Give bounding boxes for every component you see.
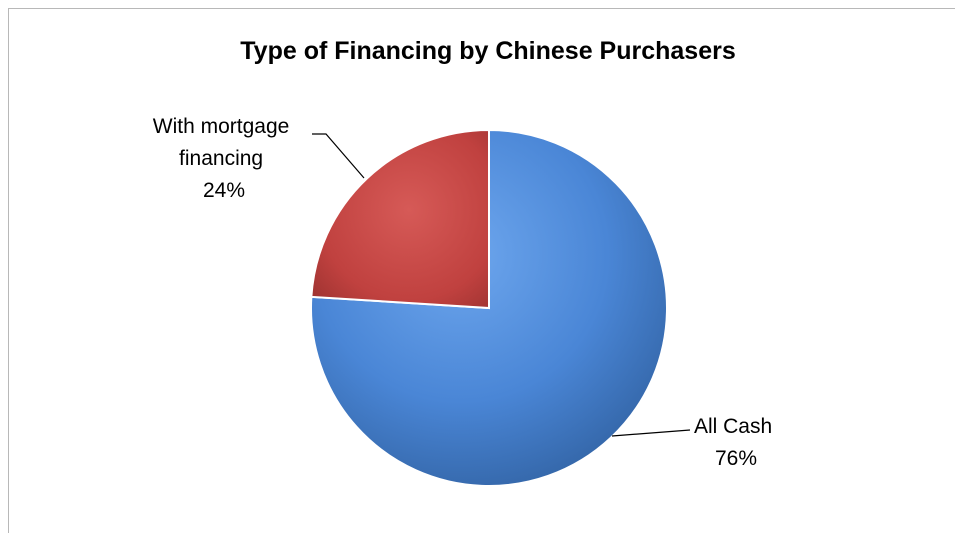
slice-label-mortgage-line-1: With mortgage xyxy=(153,115,290,138)
leader-line-all-cash xyxy=(611,429,691,437)
slice-label-mortgage: With mortgage financing 24% xyxy=(153,115,295,202)
chart-title: Type of Financing by Chinese Purchasers xyxy=(240,37,736,65)
pie-slice-all-cash xyxy=(310,128,668,487)
slice-label-all-cash-percent: 76% xyxy=(715,447,757,470)
slice-label-all-cash: All Cash 76% xyxy=(694,415,778,470)
pie-slice-mortgage xyxy=(310,128,490,310)
slice-label-mortgage-percent: 24% xyxy=(203,179,245,202)
pie-slices xyxy=(310,128,668,487)
slice-label-all-cash-name: All Cash xyxy=(694,415,772,438)
slice-label-mortgage-line-2: financing xyxy=(179,147,263,170)
leader-line-mortgage xyxy=(312,133,365,179)
